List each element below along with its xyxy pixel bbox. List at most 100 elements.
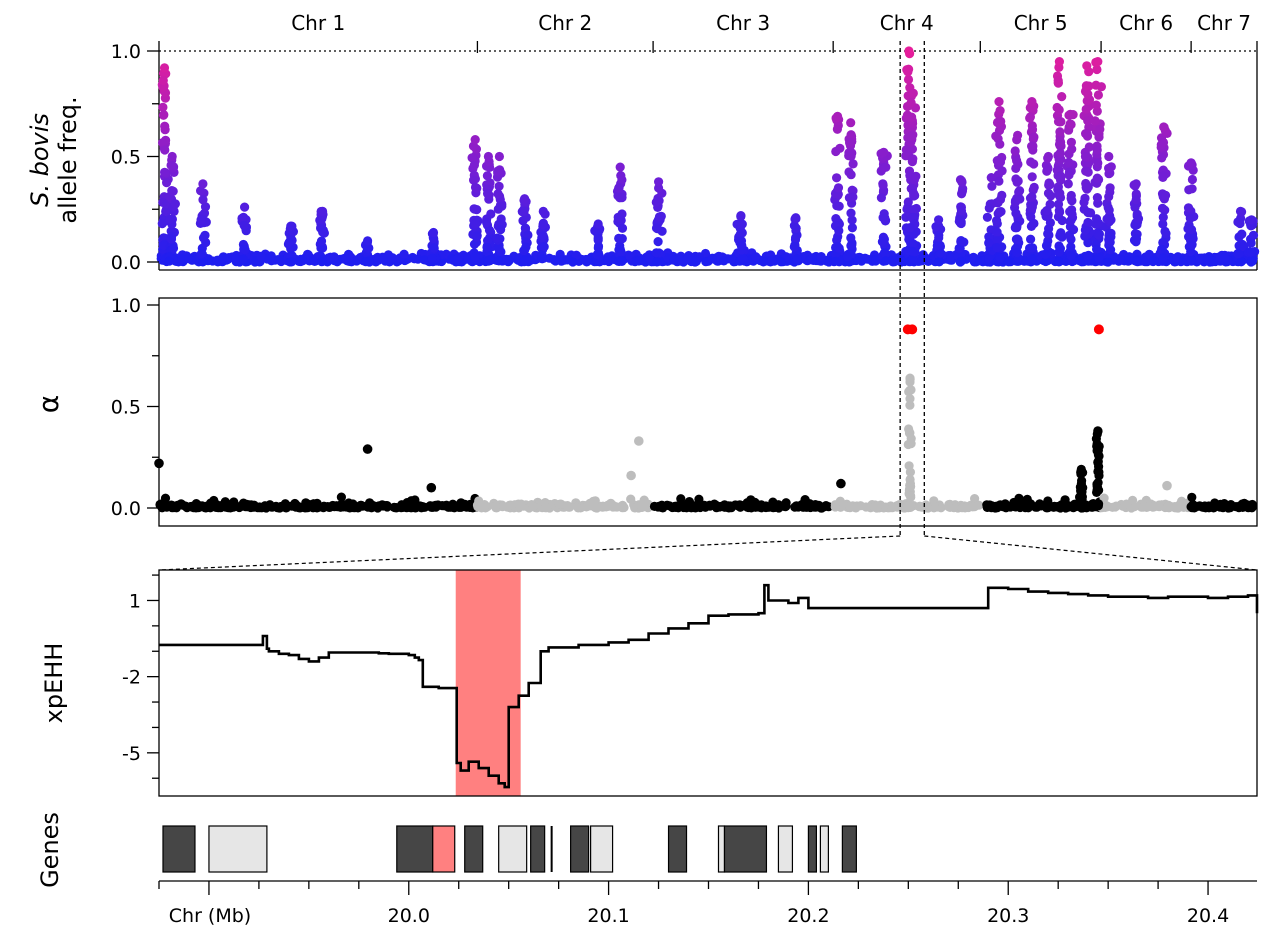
- freq-point: [470, 135, 480, 145]
- freq-point: [1106, 245, 1116, 255]
- freq-point: [1053, 76, 1063, 86]
- freq-point: [847, 223, 858, 233]
- alpha-point: [1226, 500, 1236, 510]
- freq-point: [816, 252, 826, 262]
- freq-point: [1148, 256, 1158, 267]
- freq-point: [871, 256, 881, 266]
- alpha-point: [989, 501, 999, 511]
- freq-point: [1090, 116, 1100, 126]
- alpha-point: [513, 499, 523, 509]
- freq-point: [399, 249, 409, 259]
- freq-point: [1054, 257, 1064, 267]
- freq-point: [955, 175, 966, 185]
- freq-point: [1064, 230, 1074, 240]
- alpha-frame: [158, 297, 1258, 527]
- freq-point: [1133, 214, 1144, 224]
- freq-point: [831, 146, 841, 157]
- gene-block: [432, 825, 456, 873]
- alpha-point: [1143, 502, 1154, 512]
- freq-point: [1131, 195, 1141, 205]
- gene-block: [208, 825, 268, 873]
- alpha-point: [1043, 496, 1053, 506]
- freq-ylabel-species: S. bovis: [26, 113, 54, 207]
- freq-point: [846, 118, 856, 128]
- freq-point: [954, 216, 964, 226]
- freq-point: [317, 257, 327, 267]
- alpha-point: [720, 502, 730, 512]
- alpha-significant-point: [907, 324, 918, 335]
- freq-point: [1011, 221, 1021, 231]
- alpha-point: [738, 501, 748, 511]
- alpha-point: [448, 499, 458, 509]
- freq-point: [1064, 157, 1074, 167]
- freq-point: [1186, 255, 1197, 265]
- alpha-point: [770, 501, 780, 511]
- freq-point: [428, 227, 439, 238]
- freq-point: [1055, 171, 1066, 181]
- freq-point: [593, 219, 603, 229]
- freq-point: [1082, 131, 1093, 141]
- freq-point: [992, 227, 1002, 237]
- freq-point: [1091, 100, 1101, 110]
- freq-point: [237, 213, 247, 223]
- alpha-point: [851, 503, 861, 513]
- freq-point: [791, 233, 801, 243]
- alpha-point: [906, 491, 916, 501]
- freq-point: [1183, 203, 1194, 213]
- freq-point: [286, 221, 296, 231]
- freq-point: [907, 246, 917, 256]
- freq-point: [995, 139, 1005, 149]
- freq-point: [833, 111, 843, 121]
- freq-point: [162, 178, 172, 188]
- freq-point: [991, 131, 1001, 141]
- freq-point: [158, 138, 168, 148]
- freq-point: [1026, 234, 1036, 244]
- gene-block: [396, 825, 434, 873]
- freq-point: [651, 248, 662, 258]
- freq-point: [409, 254, 419, 264]
- freq-point: [932, 241, 942, 251]
- alpha-point: [915, 501, 925, 511]
- freq-point: [1053, 116, 1064, 127]
- alpha-point: [626, 494, 636, 504]
- freq-point: [238, 254, 248, 264]
- freq-point: [166, 160, 176, 170]
- freq-point: [494, 244, 504, 254]
- freq-point: [906, 98, 916, 108]
- freq-point: [1043, 151, 1053, 162]
- alpha-point: [1178, 502, 1189, 512]
- alpha-significant-point: [1093, 324, 1104, 335]
- freq-ytick-label: 0.5: [111, 147, 141, 169]
- freq-point: [708, 254, 718, 264]
- freq-point: [645, 253, 655, 263]
- freq-point: [1186, 158, 1196, 168]
- chromosome-label: Chr 1: [291, 11, 345, 35]
- freq-point: [880, 213, 890, 223]
- freq-point: [520, 194, 530, 204]
- freq-point: [1081, 81, 1091, 91]
- alpha-point: [779, 501, 789, 511]
- freq-point: [736, 211, 746, 221]
- freq-point: [158, 75, 168, 85]
- zoom-connector-left: [158, 535, 901, 571]
- alpha-point: [1189, 503, 1199, 513]
- freq-point: [934, 215, 944, 225]
- freq-point: [1156, 140, 1166, 150]
- freq-point: [593, 233, 603, 243]
- gene-block: [841, 825, 857, 873]
- freq-point: [198, 257, 208, 267]
- freq-point: [654, 177, 664, 187]
- freq-point: [1040, 249, 1050, 259]
- freq-point: [483, 151, 493, 162]
- freq-point: [318, 206, 328, 216]
- freq-point: [617, 223, 628, 233]
- freq-point: [1093, 158, 1103, 168]
- freq-point: [378, 254, 388, 264]
- freq-point: [1046, 191, 1056, 201]
- freq-point: [470, 252, 480, 262]
- freq-point: [1233, 217, 1243, 227]
- freq-point: [1187, 240, 1197, 250]
- alpha-point: [904, 500, 914, 510]
- freq-point: [1091, 219, 1101, 229]
